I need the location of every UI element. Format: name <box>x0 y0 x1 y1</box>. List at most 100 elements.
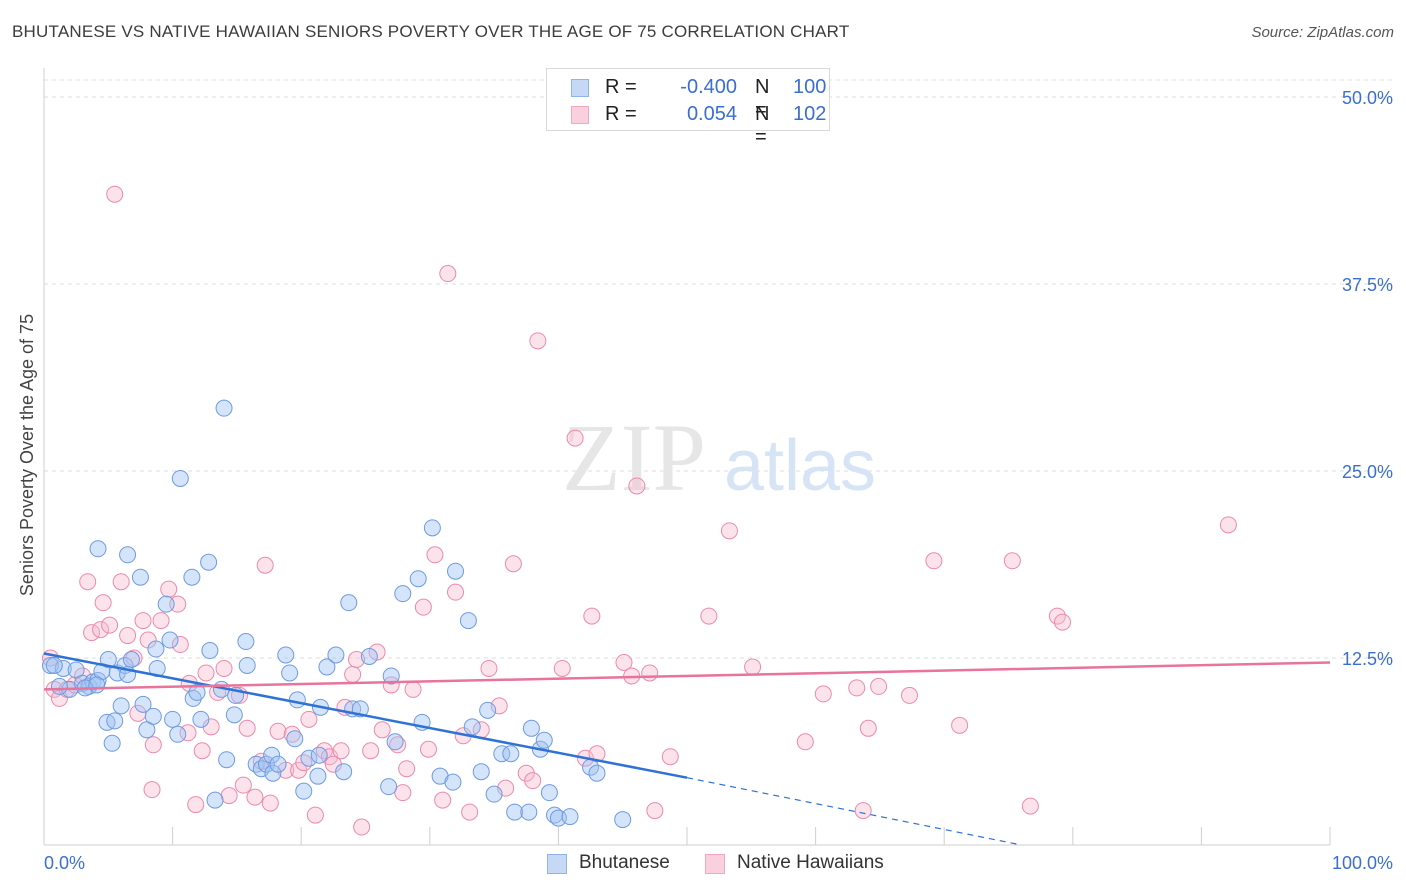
x-tick-label: 0.0% <box>44 853 85 873</box>
data-point <box>389 736 407 754</box>
data-point <box>588 764 606 782</box>
data-point <box>414 598 432 616</box>
data-point <box>238 656 256 674</box>
legend-n-value: 102 <box>793 103 827 125</box>
watermark-zip: ZIP <box>562 404 706 511</box>
data-point <box>277 646 295 664</box>
bottom-legend-swatch-bhutanese <box>547 854 567 874</box>
data-point <box>347 650 365 668</box>
data-point <box>925 552 943 570</box>
data-point <box>310 746 328 764</box>
data-point <box>479 701 497 719</box>
legend-r-value: -0.400 <box>680 76 737 98</box>
data-point <box>459 612 477 630</box>
data-point <box>288 691 306 709</box>
watermark: ZIP atlas <box>562 404 876 511</box>
data-point <box>700 607 718 625</box>
trend-line-bhutanese <box>43 652 688 779</box>
source-label: Source: ZipAtlas.com <box>1251 24 1394 41</box>
data-point <box>520 803 538 821</box>
data-point <box>201 642 219 660</box>
data-point <box>628 477 646 495</box>
legend-n-label: N = <box>755 76 770 121</box>
data-point <box>94 594 112 612</box>
data-point <box>157 595 175 613</box>
trend-lines <box>43 652 1331 846</box>
data-point <box>183 568 201 586</box>
trend-line-native-hawaiians <box>43 661 1331 691</box>
data-point <box>237 633 255 651</box>
data-point <box>485 785 503 803</box>
data-point <box>247 755 265 773</box>
legend-r-value: 0.054 <box>686 103 737 125</box>
data-point <box>480 659 498 677</box>
data-point <box>641 664 659 682</box>
data-point <box>187 796 205 814</box>
data-point <box>220 787 238 805</box>
data-point <box>646 802 664 820</box>
data-point <box>246 788 264 806</box>
data-point <box>409 570 427 588</box>
tick-labels: 12.5% 25.0% 37.5% 50.0% 0.0% 100.0% <box>44 88 1393 873</box>
data-point <box>286 730 304 748</box>
data-point <box>119 627 137 645</box>
data-point <box>295 754 313 772</box>
data-point <box>335 763 353 781</box>
data-point <box>1003 552 1021 570</box>
data-point <box>50 677 68 695</box>
data-point <box>215 399 233 417</box>
data-point <box>169 595 187 613</box>
legend-n-label: N = <box>755 103 770 148</box>
data-point <box>394 585 412 603</box>
data-point <box>353 818 371 836</box>
data-point <box>327 646 345 664</box>
data-point <box>106 185 124 203</box>
data-point <box>89 540 107 558</box>
data-point <box>193 742 211 760</box>
data-point <box>263 746 281 764</box>
data-point <box>506 803 524 821</box>
data-point <box>45 656 63 674</box>
data-point <box>147 640 165 658</box>
data-point <box>463 718 481 736</box>
data-point <box>447 583 465 601</box>
data-point <box>661 748 679 766</box>
data-point <box>92 621 110 639</box>
data-point <box>870 677 888 695</box>
data-point <box>493 745 511 763</box>
data-point <box>394 784 412 802</box>
data-point <box>796 733 814 751</box>
data-point <box>119 546 137 564</box>
data-point <box>814 685 832 703</box>
data-point <box>1054 613 1072 631</box>
chart-title: BHUTANESE VS NATIVE HAWAIIAN SENIORS POV… <box>12 22 850 41</box>
data-point <box>261 794 279 812</box>
correlation-legend: R = -0.400 N = 100 R = 0.054 N = 102 <box>546 68 830 148</box>
data-point <box>566 429 584 447</box>
data-point <box>106 712 124 730</box>
data-point <box>472 763 490 781</box>
data-point <box>461 803 479 821</box>
data-point <box>340 594 358 612</box>
data-point <box>171 636 189 654</box>
data-point <box>423 519 441 537</box>
bottom-legend-swatch-native-hawaiians <box>705 854 725 874</box>
data-point <box>134 612 152 630</box>
data-point <box>264 764 282 782</box>
data-point <box>1021 797 1039 815</box>
data-point <box>215 659 233 677</box>
data-point <box>1219 516 1237 534</box>
data-point <box>281 664 299 682</box>
data-point <box>252 752 270 770</box>
data-point <box>99 650 117 668</box>
legend-swatch-native-hawaiians <box>571 106 589 124</box>
data-point <box>720 522 738 540</box>
watermark-atlas: atlas <box>724 426 876 506</box>
data-point <box>504 555 522 573</box>
data-point <box>386 733 404 751</box>
data-point <box>306 806 324 824</box>
data-point <box>197 664 215 682</box>
data-point <box>398 760 416 778</box>
data-point <box>88 676 106 694</box>
data-point <box>380 778 398 796</box>
